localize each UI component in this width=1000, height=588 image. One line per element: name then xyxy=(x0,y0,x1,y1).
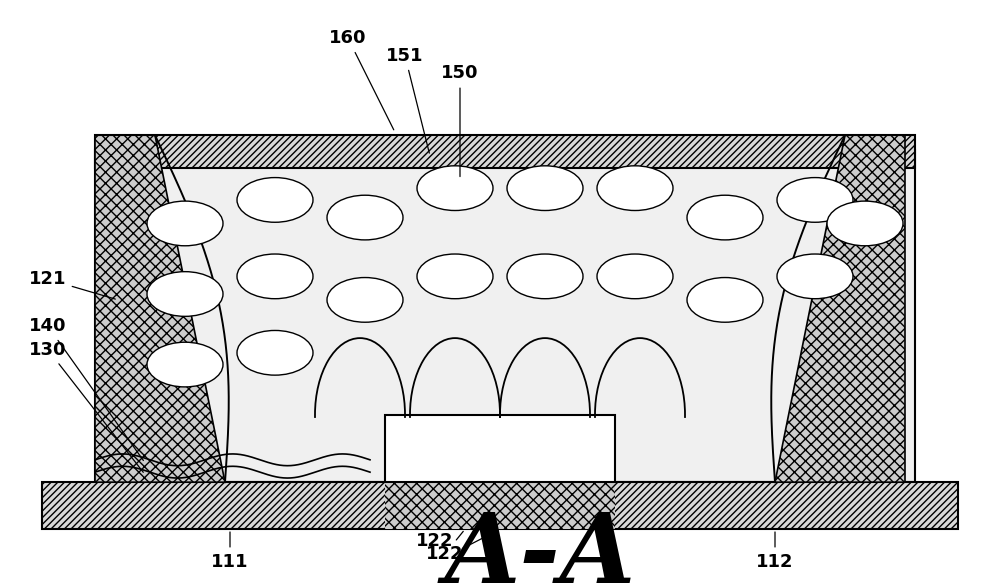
Circle shape xyxy=(687,195,763,240)
Circle shape xyxy=(237,254,313,299)
Circle shape xyxy=(147,272,223,316)
Text: A-A: A-A xyxy=(444,509,636,588)
Circle shape xyxy=(417,254,493,299)
Bar xyxy=(95,135,915,168)
Text: 150: 150 xyxy=(441,65,479,176)
Circle shape xyxy=(507,254,583,299)
Text: 140: 140 xyxy=(29,318,143,460)
Circle shape xyxy=(417,166,493,211)
Text: 122: 122 xyxy=(426,532,464,563)
Polygon shape xyxy=(775,135,905,482)
Text: 111: 111 xyxy=(211,532,249,570)
Circle shape xyxy=(597,254,673,299)
Circle shape xyxy=(147,342,223,387)
Circle shape xyxy=(327,278,403,322)
Text: 122: 122 xyxy=(416,532,454,550)
Bar xyxy=(95,150,915,482)
Circle shape xyxy=(687,278,763,322)
Bar xyxy=(42,482,958,529)
Text: 130: 130 xyxy=(29,341,143,472)
Bar xyxy=(385,415,615,482)
Text: 112: 112 xyxy=(756,532,794,570)
Text: 121: 121 xyxy=(29,270,115,299)
Circle shape xyxy=(777,178,853,222)
Circle shape xyxy=(777,254,853,299)
Bar xyxy=(385,482,615,529)
Circle shape xyxy=(597,166,673,211)
Circle shape xyxy=(147,201,223,246)
Polygon shape xyxy=(95,135,225,482)
Circle shape xyxy=(237,178,313,222)
Text: 151: 151 xyxy=(386,47,429,153)
Circle shape xyxy=(237,330,313,375)
Circle shape xyxy=(327,195,403,240)
Circle shape xyxy=(507,166,583,211)
Text: 160: 160 xyxy=(329,29,394,130)
Circle shape xyxy=(827,201,903,246)
